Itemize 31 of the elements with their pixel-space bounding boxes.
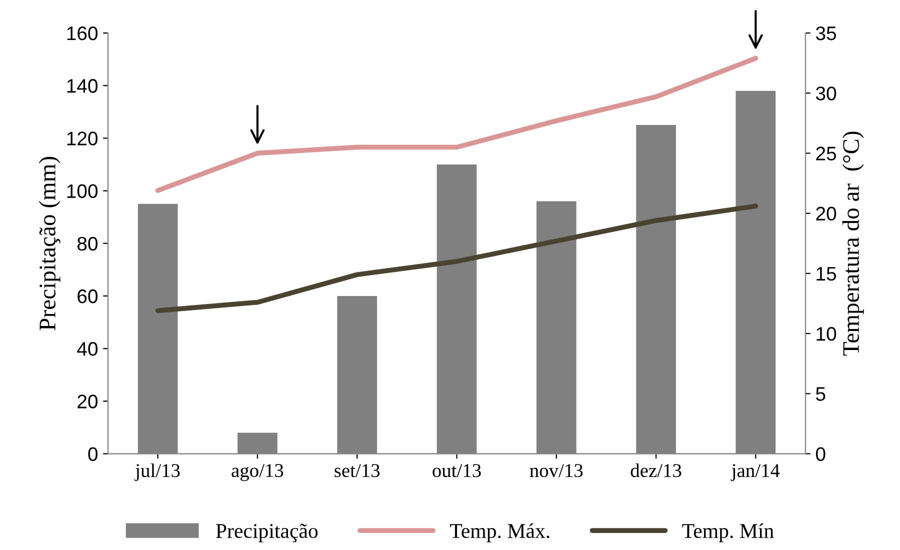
x-tick-label: out/13 (432, 464, 481, 478)
x-tick-label: nov/13 (530, 464, 583, 478)
x-tick-label: set/13 (334, 464, 380, 478)
y-axis-title: Precipitação (mm) (38, 156, 60, 330)
line-series (155, 56, 758, 193)
y2-tick-label: 35 (816, 26, 836, 40)
y-tick-label: 40 (77, 342, 98, 356)
y-tick-label: 140 (67, 79, 98, 93)
y2-tick-label: 10 (816, 327, 836, 341)
y2-tick-label: 25 (816, 146, 836, 160)
y-tick-label: 120 (67, 132, 98, 146)
legend-label: Temp. Máx. (450, 523, 550, 542)
y-tick-label: 20 (78, 394, 98, 408)
x-tick-label: jul/13 (134, 463, 180, 482)
y2-tick-label: 5 (816, 387, 826, 401)
y2-tick-label: 0 (816, 447, 826, 461)
x-tick-label: jan/14 (730, 464, 780, 482)
y-tick-label: 0 (88, 447, 98, 461)
line-series (155, 204, 758, 314)
y2-axis-title: Temperatura do ar (°C) (842, 132, 864, 356)
x-tick-label: ago/13 (232, 464, 284, 482)
legend-label: Temp. Mín (682, 523, 774, 542)
y2-tick-label: 20 (816, 206, 836, 221)
y-tick-label: 80 (77, 236, 98, 251)
x-tick-label: dez/13 (630, 463, 682, 478)
y2-tick-label: 30 (816, 86, 836, 100)
y-tick-label: 160 (67, 26, 98, 40)
y2-tick-label: 15 (816, 267, 836, 281)
legend-label: Precipitação (216, 524, 318, 542)
y-tick-label: 60 (78, 289, 98, 304)
y-tick-label: 100 (67, 184, 98, 198)
